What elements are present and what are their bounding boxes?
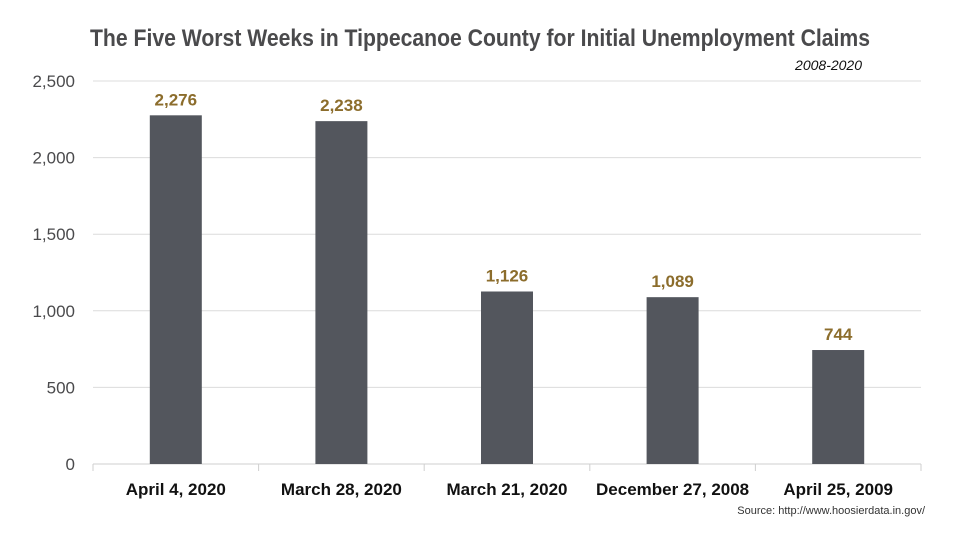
bar bbox=[646, 297, 699, 464]
y-tick-label: 0 bbox=[66, 455, 75, 474]
chart-subtitle: 2008-2020 bbox=[794, 57, 862, 73]
bar bbox=[315, 121, 368, 464]
x-tick-label: April 25, 2009 bbox=[783, 480, 893, 499]
data-label: 2,276 bbox=[155, 90, 198, 109]
y-tick-label: 500 bbox=[47, 378, 75, 397]
data-labels: 2,276 2,238 1,126 1,089 744 bbox=[155, 90, 853, 344]
data-label: 1,089 bbox=[651, 272, 694, 291]
y-tick-label: 1,500 bbox=[32, 225, 75, 244]
bar bbox=[149, 115, 202, 464]
bars bbox=[149, 115, 865, 464]
y-axis-ticks: 0 500 1,000 1,500 2,000 2,500 bbox=[32, 72, 75, 474]
x-axis-ticks: April 4, 2020 March 28, 2020 March 21, 202… bbox=[126, 480, 893, 499]
source-note: Source: http://www.hoosierdata.in.gov/ bbox=[737, 505, 926, 517]
y-tick-label: 1,000 bbox=[32, 302, 75, 321]
data-label: 1,126 bbox=[486, 266, 529, 285]
y-tick-label: 2,500 bbox=[32, 72, 75, 91]
y-tick-label: 2,000 bbox=[32, 149, 75, 168]
x-tick-label: March 21, 2020 bbox=[447, 480, 568, 499]
x-tick-label: December 27, 2008 bbox=[596, 480, 749, 499]
chart-title: The Five Worst Weeks in Tippecanoe Count… bbox=[90, 25, 870, 52]
x-tick-label: March 28, 2020 bbox=[281, 480, 402, 499]
x-tick-label: April 4, 2020 bbox=[126, 480, 226, 499]
data-label: 744 bbox=[824, 325, 853, 344]
bar bbox=[812, 350, 865, 464]
bar bbox=[481, 291, 533, 464]
data-label: 2,238 bbox=[320, 96, 363, 115]
